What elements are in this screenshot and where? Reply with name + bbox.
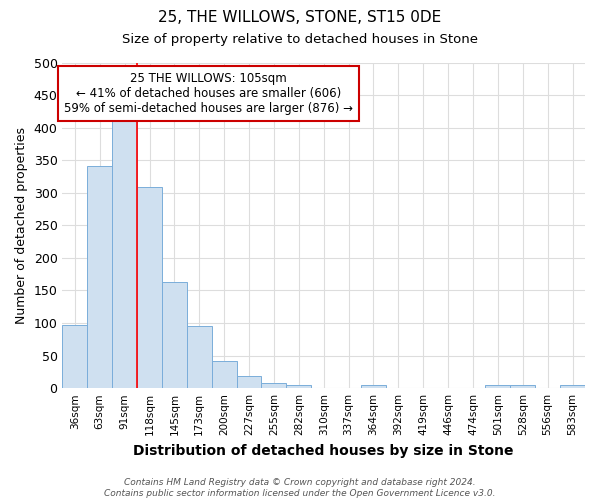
X-axis label: Distribution of detached houses by size in Stone: Distribution of detached houses by size …: [133, 444, 514, 458]
Bar: [361, 385, 386, 388]
Bar: [511, 385, 535, 388]
Y-axis label: Number of detached properties: Number of detached properties: [15, 127, 28, 324]
Bar: [162, 282, 187, 388]
Text: Size of property relative to detached houses in Stone: Size of property relative to detached ho…: [122, 32, 478, 46]
Text: Contains HM Land Registry data © Crown copyright and database right 2024.
Contai: Contains HM Land Registry data © Crown c…: [104, 478, 496, 498]
Bar: [112, 119, 137, 388]
Bar: [187, 326, 212, 388]
Bar: [560, 385, 585, 388]
Text: 25 THE WILLOWS: 105sqm
← 41% of detached houses are smaller (606)
59% of semi-de: 25 THE WILLOWS: 105sqm ← 41% of detached…: [64, 72, 353, 116]
Text: 25, THE WILLOWS, STONE, ST15 0DE: 25, THE WILLOWS, STONE, ST15 0DE: [158, 10, 442, 25]
Bar: [88, 166, 112, 388]
Bar: [262, 383, 286, 388]
Bar: [212, 361, 236, 388]
Bar: [286, 385, 311, 388]
Bar: [62, 325, 88, 388]
Bar: [485, 385, 511, 388]
Bar: [137, 187, 162, 388]
Bar: [236, 376, 262, 388]
